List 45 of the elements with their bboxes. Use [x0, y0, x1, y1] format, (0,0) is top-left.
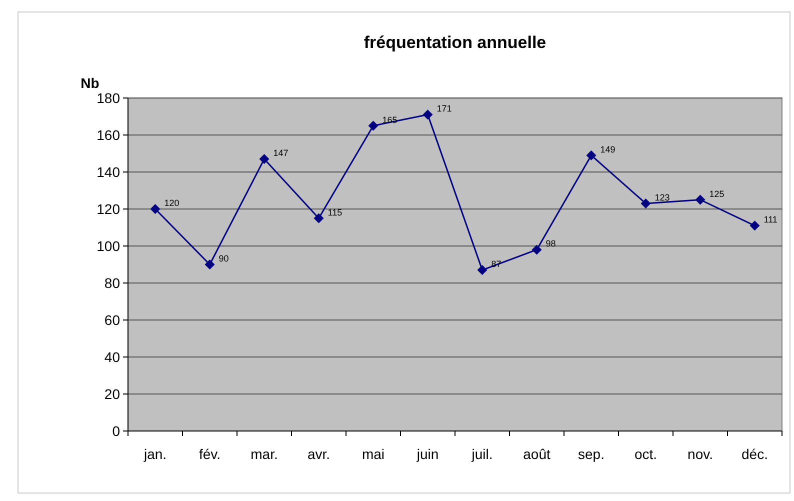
point	[586, 150, 596, 160]
point	[695, 194, 706, 205]
y-tick-label: 60	[104, 312, 120, 328]
x-tick-label: déc.	[742, 446, 768, 462]
point	[422, 110, 433, 120]
chart-title: fréquentation annuelle	[364, 33, 546, 52]
y-axis-title: Nb	[80, 75, 100, 91]
point	[150, 204, 160, 214]
data-label: 149	[600, 144, 616, 154]
y-tick-label: 20	[104, 386, 120, 402]
data-label: 171	[436, 104, 452, 114]
x-tick-label: mar.	[250, 446, 278, 462]
point	[314, 213, 324, 224]
point	[259, 154, 270, 164]
data-label: 120	[164, 198, 180, 208]
point	[368, 120, 378, 131]
x-tick-label: juin	[416, 446, 439, 462]
y-tick-label: 40	[104, 349, 120, 365]
point	[204, 260, 215, 270]
point	[477, 265, 488, 276]
x-tick-label: juil.	[470, 446, 493, 462]
data-label: 111	[764, 214, 778, 225]
y-tick-label: 160	[96, 127, 120, 143]
data-label: 147	[273, 148, 288, 158]
y-tick-label: 0	[112, 423, 120, 439]
x-tick-label: fév.	[198, 446, 221, 462]
data-label: 90	[218, 254, 229, 264]
x-tick-label: août	[523, 446, 550, 462]
data-label: 123	[654, 192, 670, 202]
y-tick-label: 140	[96, 164, 120, 180]
x-tick-label: nov.	[688, 446, 713, 462]
x-tick-label: avr.	[307, 446, 330, 462]
data-label: 115	[328, 207, 342, 218]
y-tick-label: 180	[96, 90, 120, 106]
y-tick-label: 120	[96, 201, 120, 217]
point	[750, 220, 760, 231]
point	[532, 244, 542, 255]
x-tick-label: sep.	[578, 446, 604, 462]
y-tick-label: 80	[104, 275, 120, 291]
x-tick-label: jan.	[142, 446, 167, 462]
data-label: 125	[709, 188, 724, 199]
x-tick-label: mai	[362, 446, 385, 462]
point	[640, 198, 651, 208]
x-tick-label: oct.	[634, 446, 658, 462]
y-tick-label: 100	[96, 238, 120, 254]
